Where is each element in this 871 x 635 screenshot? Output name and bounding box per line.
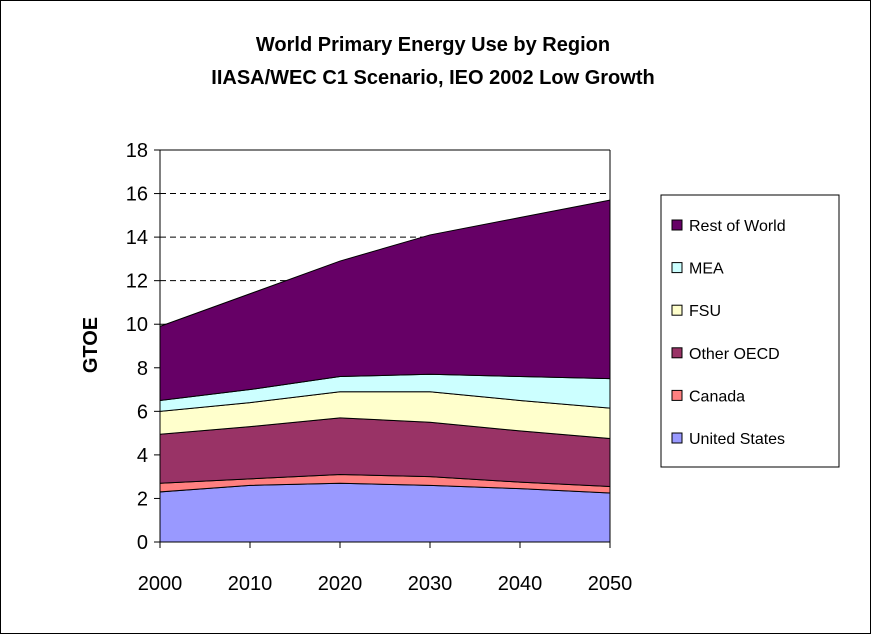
y-tick-label: 2	[137, 488, 148, 510]
legend-swatch-fsu	[671, 304, 683, 316]
y-axis-label: GTOE	[80, 317, 102, 373]
legend-swatch-other-oecd	[671, 347, 683, 359]
y-tick-label: 4	[137, 445, 148, 467]
chart-subtitle: IIASA/WEC C1 Scenario, IEO 2002 Low Grow…	[211, 67, 654, 89]
series-areas	[159, 199, 611, 543]
axes	[154, 149, 611, 548]
legend-label-other-oecd: Other OECD	[689, 346, 780, 363]
x-tick-label: 2030	[408, 573, 453, 595]
x-tick-label: 2000	[138, 573, 183, 595]
legend-label-rest-of-world: Rest of World	[689, 218, 786, 235]
legend-swatch-mea	[671, 262, 683, 274]
legend-swatch-rest-of-world	[671, 219, 683, 231]
y-tick-labels: 0 2 4 6 8 10 12 14 16 18	[126, 140, 148, 554]
area-rest-of-world	[159, 199, 611, 402]
x-tick-label: 2010	[228, 573, 273, 595]
x-tick-label: 2040	[498, 573, 543, 595]
legend-label-united-states: United States	[689, 431, 785, 448]
area-united-states	[159, 482, 611, 543]
y-tick-label: 0	[137, 532, 148, 554]
legend-box	[660, 194, 840, 468]
y-tick-label: 12	[126, 271, 148, 293]
legend-label-fsu: FSU	[689, 303, 721, 320]
y-tick-label: 16	[126, 184, 148, 206]
y-tick-label: 18	[126, 140, 148, 162]
y-tick-label: 10	[126, 314, 148, 336]
legend-label-mea: MEA	[689, 261, 724, 278]
chart-title: World Primary Energy Use by Region	[256, 34, 610, 56]
legend-swatch-canada	[671, 389, 683, 401]
y-tick-label: 8	[137, 358, 148, 380]
x-tick-labels: 2000 2010 2020 2030 2040 2050	[138, 573, 633, 595]
legend-swatch-united-states	[671, 432, 683, 444]
legend-label-canada: Canada	[689, 388, 745, 405]
x-tick-label: 2020	[318, 573, 363, 595]
x-tick-label: 2050	[588, 573, 633, 595]
y-tick-label: 14	[126, 227, 148, 249]
y-tick-label: 6	[137, 401, 148, 423]
legend: Rest of World MEA FSU Other OECD Canada Unite…	[660, 194, 840, 468]
